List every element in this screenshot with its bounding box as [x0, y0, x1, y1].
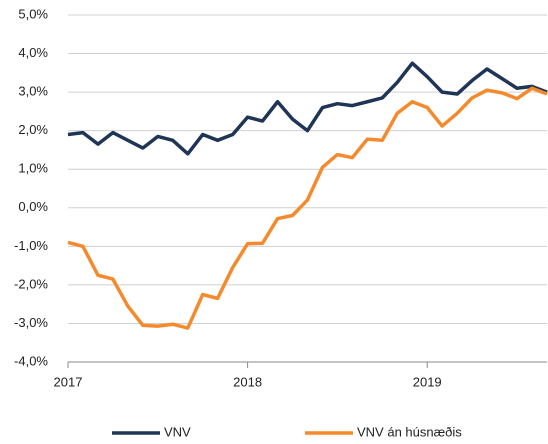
x-tick-label: 2017 [54, 374, 83, 389]
y-tick-label: 0,0% [18, 199, 48, 214]
y-tick-label: 3,0% [18, 84, 48, 99]
y-tick-label: -2,0% [14, 276, 48, 291]
y-tick-label: 2,0% [18, 122, 48, 137]
legend-label: VNV án húsnæðis [357, 424, 462, 439]
legend-label: VNV [164, 424, 191, 439]
y-tick-label: 5,0% [18, 6, 48, 21]
y-tick-label: -4,0% [14, 353, 48, 368]
series-line [67, 86, 548, 330]
x-tick-label: 2019 [413, 374, 442, 389]
series-line [67, 61, 548, 156]
y-tick-label: 1,0% [18, 161, 48, 176]
y-tick-label: -1,0% [14, 238, 48, 253]
y-tick-label: -3,0% [14, 315, 48, 330]
x-tick-label: 2018 [233, 374, 262, 389]
y-tick-label: 4,0% [18, 45, 48, 60]
